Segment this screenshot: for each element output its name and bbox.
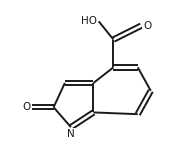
Text: HO: HO [81, 16, 97, 26]
Text: N: N [67, 129, 75, 139]
Text: O: O [143, 21, 151, 31]
Text: O: O [22, 102, 30, 112]
